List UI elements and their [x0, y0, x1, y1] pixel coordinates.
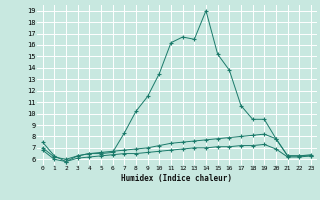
X-axis label: Humidex (Indice chaleur): Humidex (Indice chaleur)	[121, 174, 232, 183]
